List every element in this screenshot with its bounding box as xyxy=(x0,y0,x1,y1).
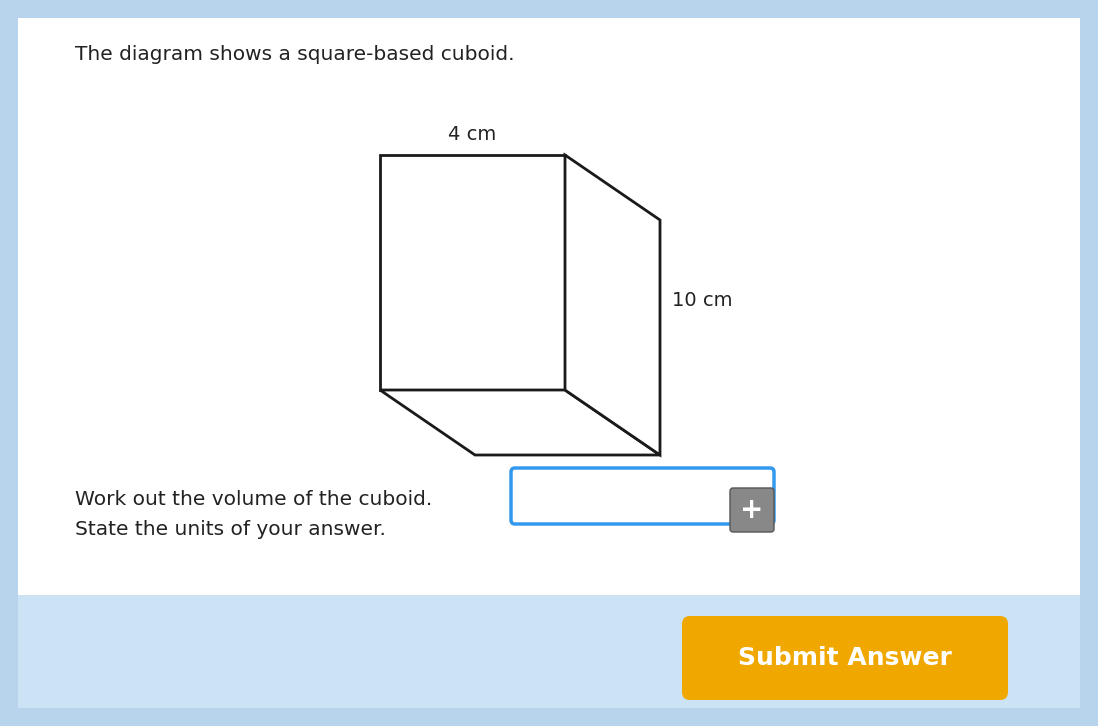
Text: Submit Answer: Submit Answer xyxy=(738,646,952,670)
Text: 10 cm: 10 cm xyxy=(672,290,732,309)
Text: State the units of your answer.: State the units of your answer. xyxy=(75,520,385,539)
FancyBboxPatch shape xyxy=(730,488,774,532)
Text: 4 cm: 4 cm xyxy=(448,125,496,144)
FancyBboxPatch shape xyxy=(18,595,1080,708)
Polygon shape xyxy=(380,390,660,455)
FancyBboxPatch shape xyxy=(18,18,1080,708)
FancyBboxPatch shape xyxy=(511,468,774,524)
Polygon shape xyxy=(380,155,565,390)
Polygon shape xyxy=(565,155,660,455)
FancyBboxPatch shape xyxy=(682,616,1008,700)
Text: Work out the volume of the cuboid.: Work out the volume of the cuboid. xyxy=(75,490,433,509)
Text: +: + xyxy=(740,496,764,524)
Text: The diagram shows a square-based cuboid.: The diagram shows a square-based cuboid. xyxy=(75,45,515,64)
